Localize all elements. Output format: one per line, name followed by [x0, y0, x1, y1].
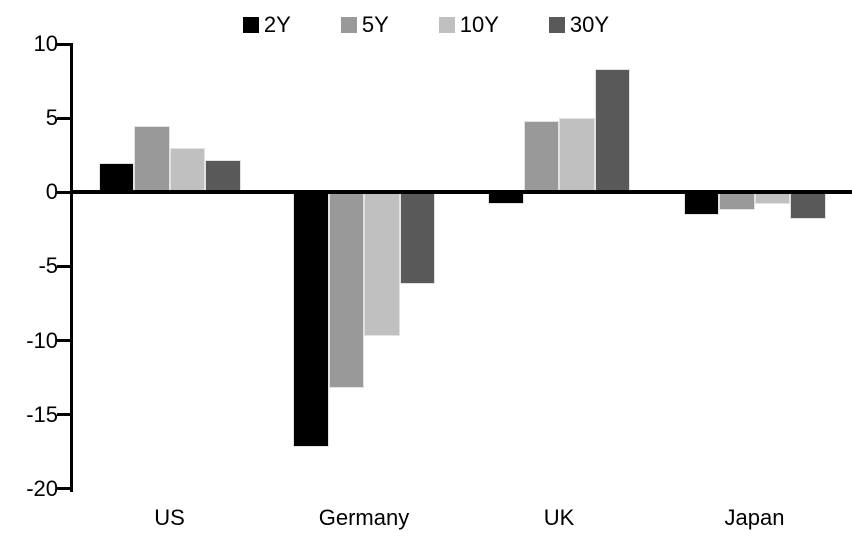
bar-germany-10y	[364, 192, 400, 337]
legend-swatch-icon	[242, 17, 259, 33]
zero-axis-line	[70, 190, 852, 195]
legend-item-10y: 10Y	[438, 12, 499, 37]
category-label-germany: Germany	[318, 505, 410, 530]
legend-label: 2Y	[263, 12, 291, 37]
y-tick-mark	[57, 116, 73, 120]
legend-item-2y: 2Y	[242, 12, 291, 37]
y-tick-mark	[57, 190, 73, 194]
y-tick-mark	[57, 339, 73, 343]
legend-item-30y: 30Y	[548, 12, 610, 37]
bar-germany-5y	[328, 192, 364, 389]
legend-item-5y: 5Y	[340, 12, 389, 37]
y-tick-mark	[57, 487, 73, 491]
y-tick-label: 0	[45, 179, 58, 205]
y-tick-mark	[57, 413, 73, 417]
bar-us-30y	[205, 159, 241, 193]
bar-japan-30y	[790, 192, 826, 219]
legend-label: 10Y	[459, 12, 499, 37]
bar-japan-5y	[719, 192, 755, 211]
bar-japan-2y	[683, 192, 719, 215]
category-label-us: US	[154, 505, 185, 530]
bar-us-10y	[169, 147, 205, 193]
y-tick-mark	[57, 42, 73, 46]
legend-swatch-icon	[548, 17, 565, 33]
y-tick-label: -15	[26, 401, 58, 427]
category-label-uk: UK	[543, 505, 575, 530]
y-axis-line	[70, 44, 73, 492]
bar-uk-30y	[594, 69, 630, 193]
legend-swatch-icon	[438, 17, 455, 33]
bar-uk-10y	[559, 118, 595, 193]
category-label-japan: Japan	[724, 505, 785, 530]
bar-germany-30y	[399, 192, 435, 285]
y-tick-label: -10	[26, 327, 58, 353]
y-tick-label: -20	[26, 475, 58, 501]
bar-uk-5y	[523, 121, 559, 193]
y-tick-mark	[57, 264, 73, 268]
legend-swatch-icon	[340, 17, 357, 33]
legend-label: 5Y	[361, 12, 389, 37]
bar-germany-2y	[293, 192, 329, 448]
bar-us-5y	[134, 125, 170, 193]
chart-legend: 2Y 5Y 10Y 30Y	[0, 14, 852, 36]
legend-label: 30Y	[569, 12, 610, 37]
y-tick-label: -5	[38, 253, 58, 279]
y-tick-label: 10	[33, 31, 58, 56]
bar-us-2y	[98, 162, 134, 193]
y-tick-label: 5	[45, 105, 58, 131]
